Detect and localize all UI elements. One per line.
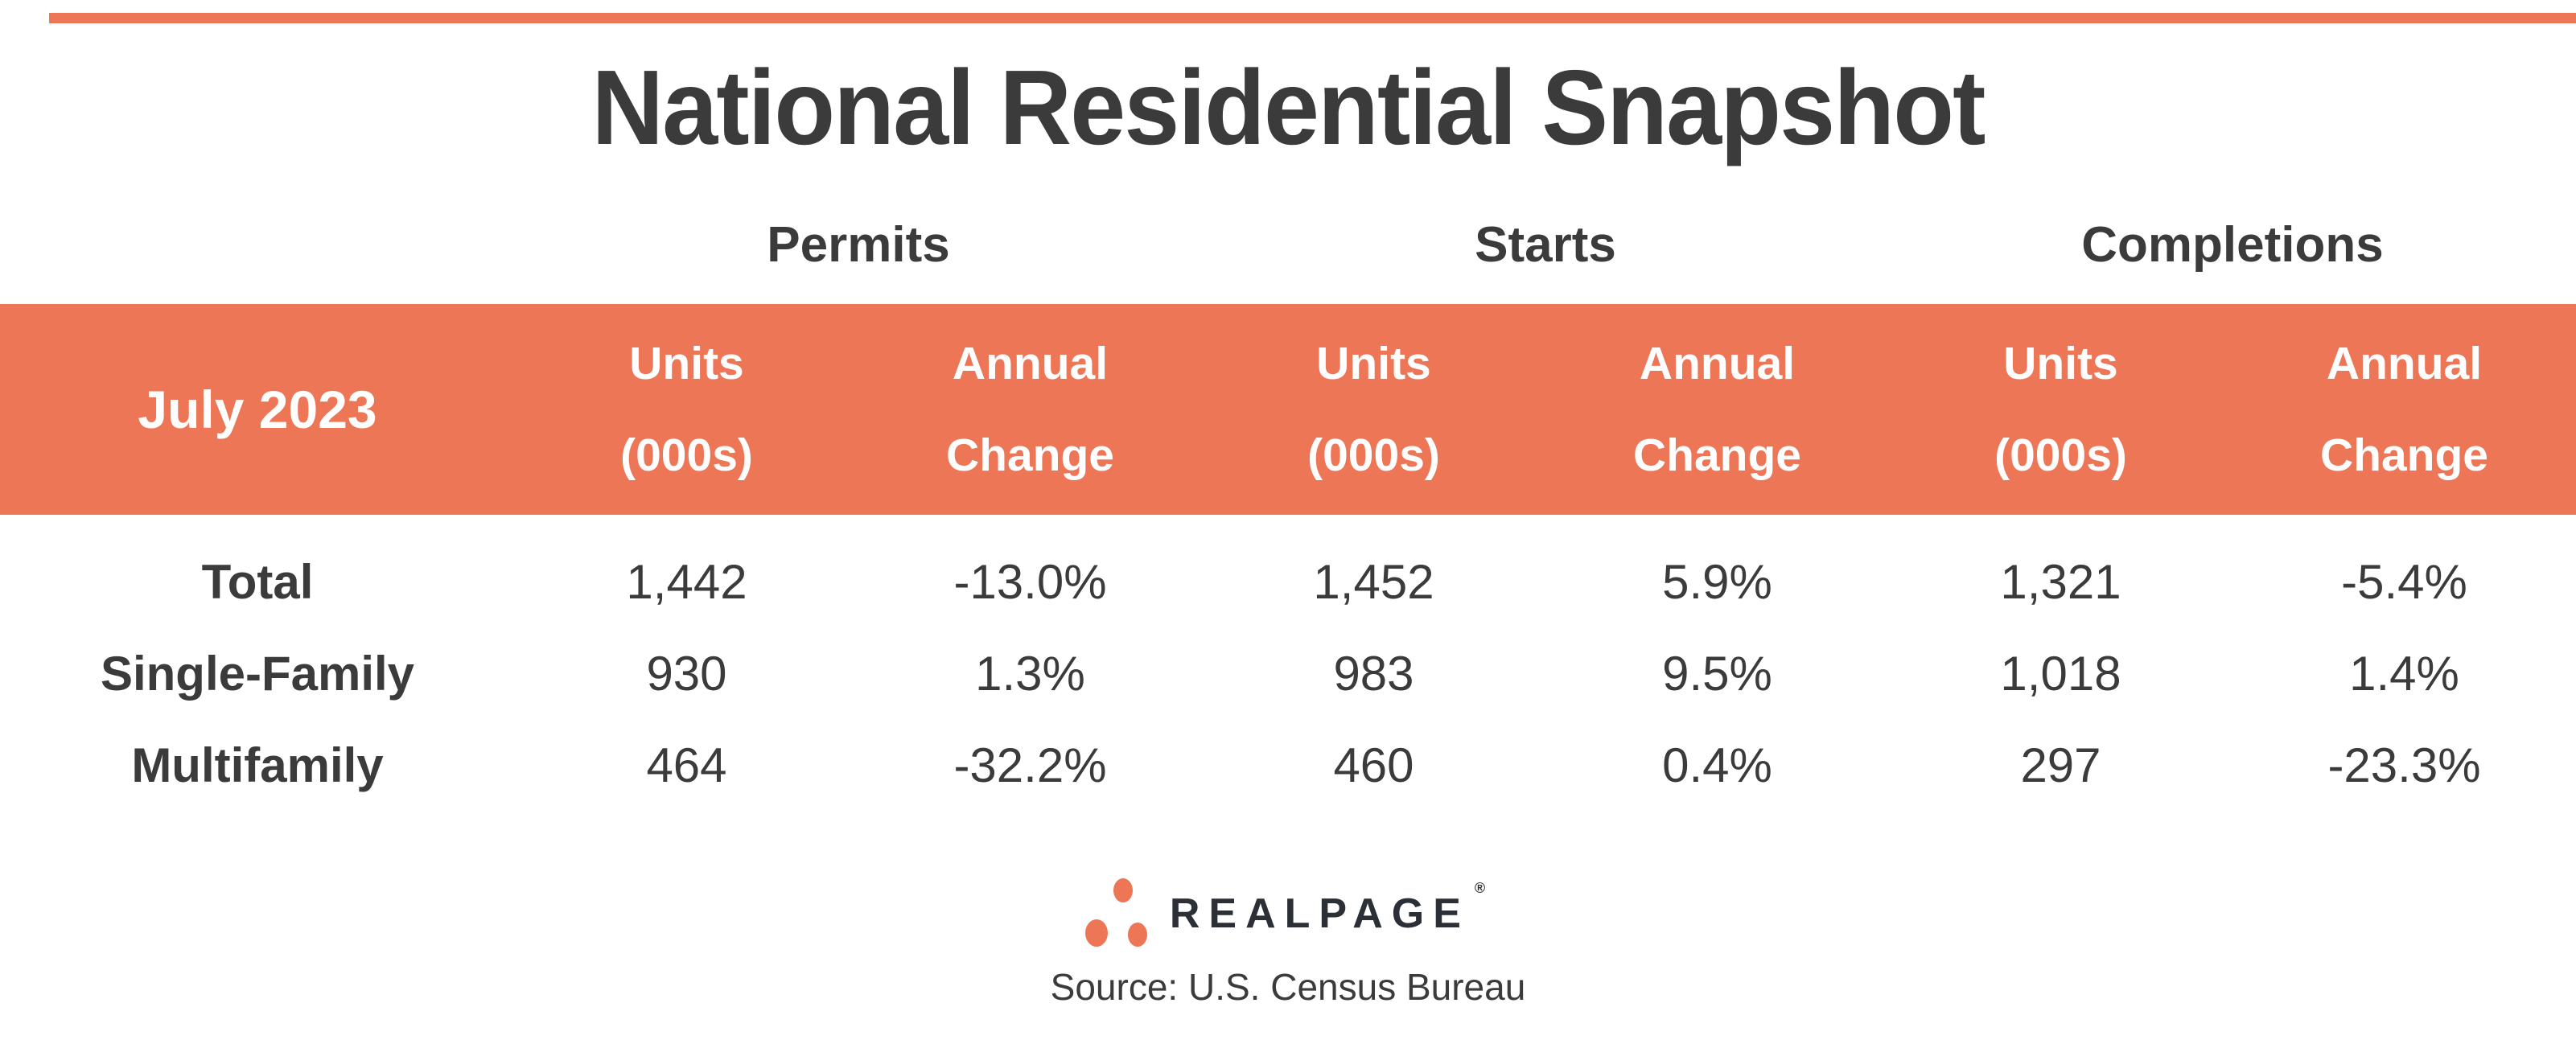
subheader-completions-units: Units (000s) xyxy=(1889,304,2232,515)
row-label-single-family: Single-Family xyxy=(100,646,415,701)
realpage-dots-icon xyxy=(1084,878,1147,947)
single-family-permits-annual-change: 1.3% xyxy=(975,646,1085,701)
single-family-starts-units: 983 xyxy=(1333,646,1414,701)
multifamily-completions-annual-change: -23.3% xyxy=(2327,738,2481,792)
total-starts-annual-change: 5.9% xyxy=(1662,554,1772,609)
total-permits-units: 1,442 xyxy=(626,554,747,609)
registered-trademark-icon: ® xyxy=(1474,880,1486,896)
column-group-starts: Starts xyxy=(1475,216,1616,273)
total-completions-annual-change: -5.4% xyxy=(2341,554,2467,609)
total-starts-units: 1,452 xyxy=(1313,554,1434,609)
subheader-permits-annual-change: Annual Change xyxy=(858,304,1202,515)
total-completions-units: 1,321 xyxy=(2000,554,2121,609)
subheader-starts-annual-change: Annual Change xyxy=(1545,304,1889,515)
multifamily-permits-annual-change: -32.2% xyxy=(953,738,1107,792)
group-header-spacer xyxy=(0,185,515,304)
subheader-line: Units xyxy=(629,338,744,389)
multifamily-completions-units: 297 xyxy=(2020,738,2101,792)
multifamily-starts-annual-change: 0.4% xyxy=(1662,738,1772,792)
single-family-completions-annual-change: 1.4% xyxy=(2349,646,2459,701)
subheader-line: Annual xyxy=(952,338,1109,389)
subheader-line: Units xyxy=(2003,338,2118,389)
subheader-line: Annual xyxy=(2326,338,2483,389)
accent-top-rule xyxy=(49,13,2576,23)
residential-snapshot-table: Permits Starts Completions July 2023 Uni… xyxy=(0,185,2576,811)
period-label: July 2023 xyxy=(0,304,515,515)
subheader-permits-units: Units (000s) xyxy=(515,304,858,515)
row-label-total: Total xyxy=(201,554,314,609)
realpage-wordmark: REALPAGE xyxy=(1169,890,1470,937)
subheader-line: Change xyxy=(2319,430,2489,481)
subheader-line: Change xyxy=(945,430,1115,481)
subheader-line: Units xyxy=(1316,338,1431,389)
subheader-line: Annual xyxy=(1639,338,1796,389)
source-attribution: Source: U.S. Census Bureau xyxy=(1050,966,1526,1008)
column-group-permits: Permits xyxy=(767,216,950,273)
subheader-line: (000s) xyxy=(1994,430,2127,481)
subheader-starts-units: Units (000s) xyxy=(1202,304,1545,515)
row-label-multifamily: Multifamily xyxy=(131,738,384,792)
table-body-spacer xyxy=(0,515,2576,536)
subheader-line: (000s) xyxy=(620,430,753,481)
subheader-line: (000s) xyxy=(1307,430,1440,481)
column-group-completions: Completions xyxy=(2081,216,2384,273)
multifamily-starts-units: 460 xyxy=(1333,738,1414,792)
single-family-completions-units: 1,018 xyxy=(2000,646,2121,701)
page-title: National Residential Snapshot xyxy=(591,48,1985,166)
total-permits-annual-change: -13.0% xyxy=(953,554,1107,609)
subheader-completions-annual-change: Annual Change xyxy=(2232,304,2576,515)
subheader-line: Change xyxy=(1632,430,1802,481)
single-family-starts-annual-change: 9.5% xyxy=(1662,646,1772,701)
single-family-permits-units: 930 xyxy=(646,646,727,701)
multifamily-permits-units: 464 xyxy=(646,738,727,792)
realpage-logo: REALPAGE ® xyxy=(0,875,2576,952)
